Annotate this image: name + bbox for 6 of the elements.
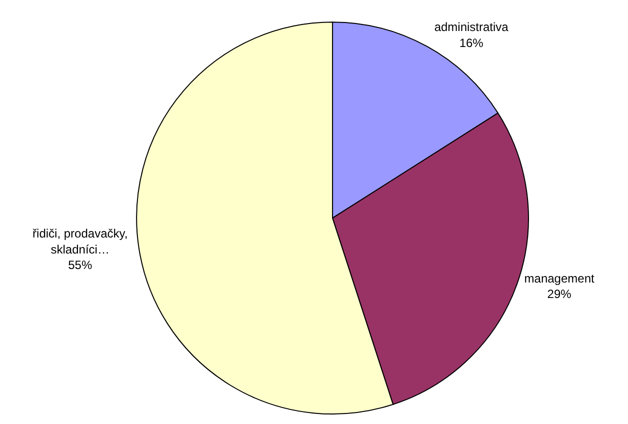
data-label: 29%	[547, 286, 572, 301]
data-label: 55%	[68, 258, 92, 272]
slice-label: administrativa	[434, 20, 509, 34]
slice-label: management	[524, 271, 595, 286]
slice-label: řidiči, prodavačky, skladníci…	[32, 226, 128, 256]
data-label: 16%	[459, 36, 484, 50]
